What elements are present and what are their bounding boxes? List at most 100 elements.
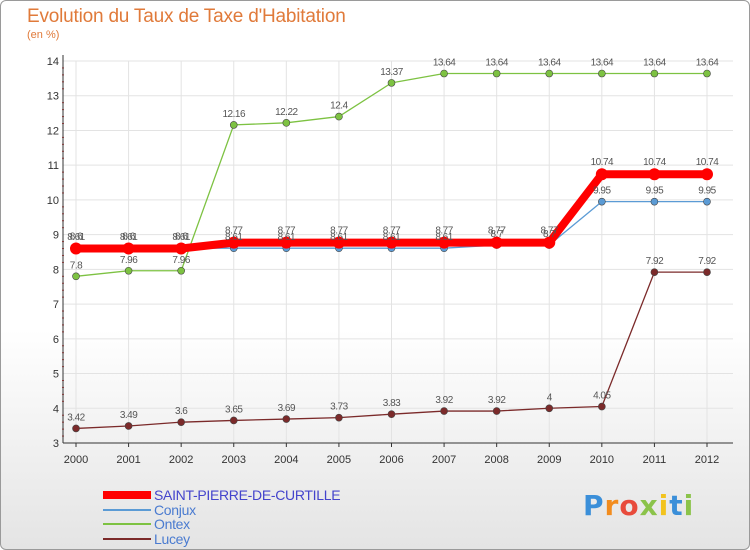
data-label: 10.74 xyxy=(591,157,614,168)
data-label: 10.74 xyxy=(643,157,666,168)
x-tick-label: 2011 xyxy=(643,454,667,466)
data-label: 8.61 xyxy=(278,232,296,243)
data-label: 3.42 xyxy=(67,412,85,423)
data-label: 8.7 xyxy=(490,229,503,240)
data-point xyxy=(122,242,135,255)
data-point xyxy=(387,79,396,87)
logo-letter: P xyxy=(583,489,605,522)
data-label: 8.77 xyxy=(330,226,348,237)
data-label: 7.96 xyxy=(172,255,190,266)
chart-title: Evolution du Taux de Taxe d'Habitation xyxy=(27,6,346,27)
data-point xyxy=(438,236,451,249)
data-label: 3.69 xyxy=(278,403,296,414)
y-tick-label: 6 xyxy=(53,334,59,346)
logo-letter: i xyxy=(658,489,670,522)
y-tick-label: 3 xyxy=(53,438,59,450)
y-tick-label: 14 xyxy=(47,56,59,68)
data-label: 13.37 xyxy=(380,67,403,78)
data-label: 8.61 xyxy=(435,232,453,243)
data-point xyxy=(543,236,556,249)
data-point xyxy=(492,69,501,78)
x-tick-label: 2001 xyxy=(116,454,140,466)
data-point xyxy=(440,407,448,415)
data-label: 8.77 xyxy=(541,226,559,237)
y-tick-label: 12 xyxy=(47,125,59,137)
logo-letter: i xyxy=(683,489,695,522)
data-label: 3.49 xyxy=(120,410,138,421)
data-label: 3.92 xyxy=(435,395,453,406)
data-point xyxy=(598,69,606,78)
data-point xyxy=(492,407,501,415)
data-point xyxy=(598,402,606,411)
data-label: 13.64 xyxy=(538,58,561,69)
data-label: 13.64 xyxy=(591,58,614,69)
data-label: 13.64 xyxy=(643,58,666,69)
data-label: 3.73 xyxy=(330,402,348,413)
data-point xyxy=(282,415,291,423)
data-point xyxy=(177,266,185,275)
y-tick-label: 7 xyxy=(53,299,59,311)
data-point xyxy=(385,236,398,249)
data-label: 12.22 xyxy=(275,107,298,118)
data-label: 13.64 xyxy=(433,58,456,69)
data-label: 3.92 xyxy=(488,395,506,406)
legend-label-0: SAINT-PIERRE-DE-CURTILLE xyxy=(154,487,340,503)
legend-label-1: Conjux xyxy=(154,502,196,518)
data-label: 4 xyxy=(547,392,553,403)
data-label: 7.92 xyxy=(698,256,716,267)
data-label: 8.77 xyxy=(488,226,506,237)
legend-label-3: Lucey xyxy=(154,531,190,547)
data-label: 9.95 xyxy=(698,186,716,197)
data-label: 8.77 xyxy=(383,226,401,237)
data-point xyxy=(175,242,188,255)
y-tick-label: 9 xyxy=(53,230,59,242)
logo-letter: x xyxy=(639,489,659,522)
data-label: 3.83 xyxy=(383,398,401,409)
data-label: 13.64 xyxy=(696,58,719,69)
data-point xyxy=(227,236,240,249)
data-label: 8.77 xyxy=(435,226,453,237)
data-label: 3.65 xyxy=(225,404,243,415)
logo-letter: o xyxy=(619,489,640,522)
data-label: 8.77 xyxy=(225,226,243,237)
data-point xyxy=(650,69,659,78)
data-point xyxy=(72,272,80,281)
logo-letter: r xyxy=(604,489,620,522)
series-lines xyxy=(70,69,713,433)
data-label: 8.6 xyxy=(70,232,83,243)
y-tick-label: 10 xyxy=(47,195,59,207)
data-point xyxy=(703,69,711,78)
data-point xyxy=(332,236,345,249)
data-label: 8.61 xyxy=(225,232,243,243)
x-tick-label: 2000 xyxy=(64,454,88,466)
data-point xyxy=(440,69,448,78)
data-point xyxy=(282,119,291,127)
data-point xyxy=(598,197,606,206)
data-point xyxy=(650,197,659,206)
y-tick-label: 5 xyxy=(53,369,59,381)
y-tick-label: 4 xyxy=(53,403,59,415)
data-label: 12.16 xyxy=(222,109,245,120)
data-point xyxy=(229,121,238,129)
data-point xyxy=(70,242,82,255)
x-tick-label: 2012 xyxy=(695,454,719,466)
legend-label-2: Ontex xyxy=(154,516,190,532)
data-point xyxy=(387,410,396,418)
data-label: 7.96 xyxy=(120,255,138,266)
data-label: 9.95 xyxy=(593,186,611,197)
data-label: 3.6 xyxy=(175,406,188,417)
x-tick-label: 2005 xyxy=(327,454,351,466)
data-point xyxy=(124,422,133,430)
data-point xyxy=(335,413,343,422)
x-tick-label: 2009 xyxy=(537,454,561,466)
data-point xyxy=(648,168,661,181)
data-label: 8.77 xyxy=(278,226,296,237)
x-tick-label: 2007 xyxy=(432,454,456,466)
y-axis-unit-label: (en %) xyxy=(27,29,60,41)
data-label: 8.61 xyxy=(120,232,138,243)
data-label: 8.6 xyxy=(122,232,135,243)
y-tick-label: 8 xyxy=(53,264,59,276)
x-tick-label: 2006 xyxy=(379,454,403,466)
